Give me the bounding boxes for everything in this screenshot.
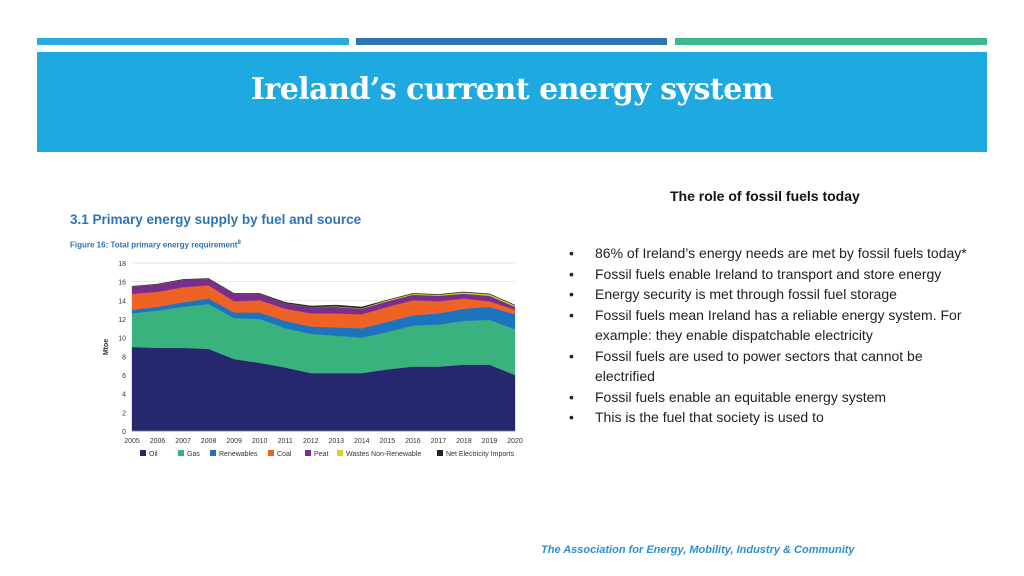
y-tick-label: 16 (118, 280, 126, 287)
x-tick-label: 2014 (354, 438, 370, 445)
x-tick-label: 2012 (303, 438, 319, 445)
x-tick-label: 2006 (150, 438, 166, 445)
bullet-item: • 86% of Ireland’s energy needs are met b… (569, 243, 979, 264)
y-tick-label: 12 (118, 317, 126, 324)
title-banner: Ireland’s current energy system (37, 52, 987, 152)
footer-tagline: The Association for Energy, Mobility, In… (541, 544, 855, 556)
y-tick-label: 10 (118, 336, 126, 343)
legend-label: Coal (277, 451, 292, 458)
legend-label: Peat (314, 451, 328, 458)
y-tick-label: 8 (122, 354, 126, 361)
bullet-marker: • (569, 388, 574, 405)
legend-swatch (140, 450, 146, 456)
slide-title: Ireland’s current energy system (250, 72, 774, 107)
legend-swatch (305, 450, 311, 456)
area-series-net-electricity-imports (131, 278, 516, 309)
y-tick-label: 2 (122, 410, 126, 417)
x-tick-label: 2020 (507, 438, 523, 445)
x-tick-label: 2017 (431, 438, 447, 445)
content-heading: The role of fossil fuels today (670, 188, 860, 204)
legend-swatch (178, 450, 184, 456)
bullet-text: This is the fuel that society is used to (595, 409, 824, 425)
legend-swatch (210, 450, 216, 456)
accent-bar-right (675, 38, 987, 45)
bullet-list: • 86% of Ireland’s energy needs are met b… (569, 243, 979, 428)
bullet-text: Energy security is met through fossil fu… (595, 286, 897, 302)
x-tick-label: 2008 (201, 438, 217, 445)
y-tick-label: 6 (122, 373, 126, 380)
energy-area-chart: 0 2 4 6 8 10 12 14 16 18 Mtoe 2005 2006 2007 2008 2009 2… (103, 261, 523, 458)
bullet-item: • Fossil fuels enable an equitable energy… (569, 387, 979, 408)
y-axis-label: Mtoe (103, 339, 110, 355)
legend-swatch (268, 450, 274, 456)
figure-caption-text: Figure 16: Total primary energy requirem… (70, 240, 238, 250)
x-tick-label: 2005 (124, 438, 140, 445)
figure-section-title: 3.1 Primary energy supply by fuel and so… (70, 212, 362, 227)
y-tick-label: 18 (118, 261, 126, 268)
x-tick-label: 2013 (328, 438, 344, 445)
accent-bar-middle (356, 38, 667, 45)
x-tick-label: 2018 (456, 438, 472, 445)
x-tick-label: 2007 (175, 438, 191, 445)
accent-bar-left (37, 38, 349, 45)
x-tick-label: 2011 (278, 438, 293, 445)
bullet-item: • Fossil fuels mean Ireland has a reliabl… (569, 305, 979, 346)
x-tick-label: 2016 (405, 438, 421, 445)
bullet-item: • Fossil fuels enable Ireland to transpor… (569, 264, 979, 285)
bullet-marker: • (569, 245, 574, 261)
bullet-text: 86% of Ireland’s energy needs are met by… (595, 245, 967, 261)
bullet-text: Fossil fuels mean Ireland has a reliable… (595, 306, 962, 344)
bullet-item: • This is the fuel that society is used t… (569, 407, 979, 428)
legend-label: Net Electricity Imports (446, 451, 515, 458)
bullet-marker: • (569, 265, 574, 282)
bullet-marker: • (569, 286, 574, 302)
x-tick-label: 2015 (380, 438, 396, 445)
x-tick-label: 2019 (482, 438, 498, 445)
legend-swatch (437, 450, 443, 456)
legend-label: Oil (149, 451, 158, 458)
figure-panel: 3.1 Primary energy supply by fuel and so… (70, 208, 530, 468)
figure-caption: Figure 16: Total primary energy requirem… (70, 240, 241, 250)
bullet-text: Fossil fuels are used to power sectors t… (595, 347, 923, 385)
bullet-item: • Fossil fuels are used to power sectors … (569, 346, 979, 387)
y-tick-label: 0 (122, 429, 126, 436)
legend-label: Gas (187, 451, 200, 458)
bullet-marker: • (569, 347, 574, 364)
bullet-marker: • (569, 306, 574, 323)
legend-label: Wastes Non-Renewable (346, 451, 421, 458)
bullet-item: • Energy security is met through fossil f… (569, 284, 979, 305)
x-tick-label: 2010 (252, 438, 268, 445)
y-tick-label: 4 (122, 392, 126, 399)
legend-label: Renewables (219, 451, 258, 458)
legend-swatch (337, 450, 343, 456)
x-tick-label: 2009 (226, 438, 242, 445)
bullet-text: Fossil fuels enable an equitable energy … (595, 388, 887, 405)
bullet-text: Fossil fuels enable Ireland to transport… (595, 265, 942, 282)
bullet-marker: • (569, 409, 574, 425)
y-tick-label: 14 (118, 298, 126, 305)
figure-caption-superscript: 8 (237, 240, 241, 246)
